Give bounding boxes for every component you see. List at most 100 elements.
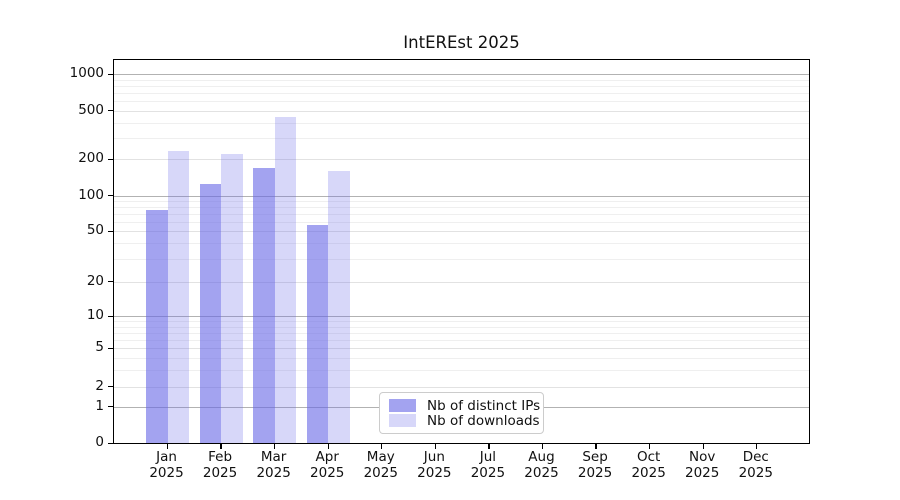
- y-tick-label: 5: [95, 339, 104, 356]
- y-tickmark: [108, 110, 113, 112]
- x-tick-label-year: 2025: [310, 465, 345, 481]
- gridline-minor: [114, 243, 809, 245]
- gridline-minor: [114, 85, 809, 87]
- gridline-minor: [114, 321, 809, 323]
- y-tickmark: [108, 386, 113, 388]
- gridline-major: [114, 316, 809, 318]
- gridline-minor: [114, 200, 809, 202]
- y-tick-label: 500: [78, 101, 104, 118]
- x-tickmark: [541, 444, 544, 449]
- gridline-minor: [114, 357, 809, 359]
- y-tick-label: 0: [95, 434, 104, 450]
- legend-swatch-distinct-ips: [389, 399, 416, 412]
- x-tick-label-year: 2025: [363, 465, 398, 481]
- y-tickmark: [108, 406, 113, 408]
- gridline-minor: [114, 340, 809, 342]
- y-tick-label: 20: [86, 272, 104, 289]
- gridline-minor: [114, 369, 809, 371]
- y-tickmark: [108, 281, 113, 283]
- x-tick-label: May 2025: [341, 449, 421, 481]
- x-tick-label-month: Jan: [156, 449, 177, 465]
- gridline-minor: [114, 93, 809, 94]
- y-tick-label: 50: [86, 222, 104, 239]
- chart-title: IntEREst 2025: [403, 33, 520, 52]
- gridline-mid: [114, 159, 809, 161]
- x-tick-label-month: Sep: [582, 449, 608, 465]
- legend: Nb of distinct IPs Nb of downloads: [379, 392, 544, 434]
- gridline-minor: [114, 259, 809, 261]
- x-tickmark: [381, 444, 383, 449]
- gridline-minor: [114, 122, 809, 124]
- gridline-major: [114, 74, 809, 76]
- x-tick-label-month: May: [366, 449, 395, 465]
- x-tick-label-year: 2025: [202, 465, 238, 481]
- x-tick-label-month: Jun: [423, 449, 445, 465]
- x-tick-label: Jul 2025: [448, 449, 528, 481]
- gridline-minor: [114, 221, 809, 223]
- x-tick-label: Feb 2025: [180, 449, 260, 481]
- gridline-mid: [114, 348, 809, 350]
- y-tickmark: [108, 195, 113, 197]
- y-tick-label: 1: [95, 397, 104, 414]
- x-tick-label-year: 2025: [417, 465, 452, 481]
- x-tickmark: [488, 444, 490, 449]
- x-tickmark: [595, 444, 597, 449]
- gridline-major: [114, 195, 809, 197]
- x-tick-label: Jun 2025: [394, 449, 474, 481]
- gridline-minor: [114, 79, 809, 81]
- x-tick-label-year: 2025: [738, 465, 773, 481]
- y-tickmark: [108, 315, 113, 318]
- plot-area: [108, 59, 810, 449]
- y-tickmark: [108, 442, 113, 444]
- gridline-minor: [114, 326, 809, 328]
- x-tick-label-month: Oct: [636, 449, 661, 465]
- x-tick-label: Mar 2025: [234, 449, 314, 481]
- bar-distinct-ips-feb: [199, 183, 222, 443]
- x-tick-label: Sep 2025: [555, 449, 635, 481]
- x-tick-label-year: 2025: [631, 465, 666, 481]
- x-tickmark: [220, 444, 222, 449]
- x-tick-label: Aug 2025: [501, 449, 581, 481]
- x-tick-label: Apr 2025: [287, 449, 367, 481]
- x-tickmark: [327, 444, 329, 449]
- bar-downloads-apr: [328, 170, 350, 443]
- gridline-minor: [114, 207, 809, 209]
- y-tickmark: [108, 158, 113, 160]
- x-tick-label-month: Nov: [689, 449, 716, 465]
- gridline-mid: [114, 110, 809, 112]
- x-tickmark: [434, 444, 436, 449]
- gridline-minor: [114, 101, 809, 103]
- y-tickmark: [108, 73, 113, 75]
- x-tick-label-year: 2025: [524, 465, 559, 481]
- y-tickmark: [108, 230, 113, 232]
- legend-label-downloads: Nb of downloads: [427, 412, 540, 429]
- x-tickmark: [702, 444, 704, 449]
- y-axis-tick-labels: 1000 500 200 100 50 20 10 5 2 1 0: [44, 59, 104, 450]
- x-tick-label: Dec 2025: [716, 449, 796, 481]
- x-tick-label-month: Jul: [479, 449, 497, 465]
- x-tick-label: Nov 2025: [662, 449, 742, 481]
- x-tick-label-month: Dec: [742, 449, 769, 465]
- x-tick-label-year: 2025: [256, 465, 291, 481]
- gridline-mid: [114, 281, 809, 283]
- legend-label-distinct-ips: Nb of distinct IPs: [427, 397, 541, 414]
- x-tick-label-month: Feb: [208, 449, 233, 465]
- gridline-mid: [114, 231, 809, 233]
- x-tickmark: [274, 444, 276, 449]
- x-tick-label-year: 2025: [685, 465, 720, 481]
- x-axis-tick-labels: Jan 2025 Feb 2025 Mar 2025 Apr 2025 May 2025 Jun 20…: [113, 449, 810, 489]
- x-tick-label: Oct 2025: [609, 449, 689, 481]
- y-tick-label: 100: [78, 186, 104, 203]
- gridline-mid: [114, 386, 809, 388]
- x-tickmark: [166, 444, 169, 449]
- bar-downloads-jan: [167, 150, 189, 443]
- y-tick-label: 10: [86, 307, 104, 324]
- x-tick-label-year: 2025: [577, 465, 613, 481]
- x-tick-label: Jan 2025: [127, 449, 207, 481]
- bar-distinct-ips-jan: [146, 210, 168, 443]
- gridline-minor: [114, 213, 809, 215]
- x-tick-label-month: Mar: [260, 449, 287, 465]
- x-tick-label-month: Apr: [315, 449, 339, 465]
- legend-swatch-downloads: [389, 414, 416, 427]
